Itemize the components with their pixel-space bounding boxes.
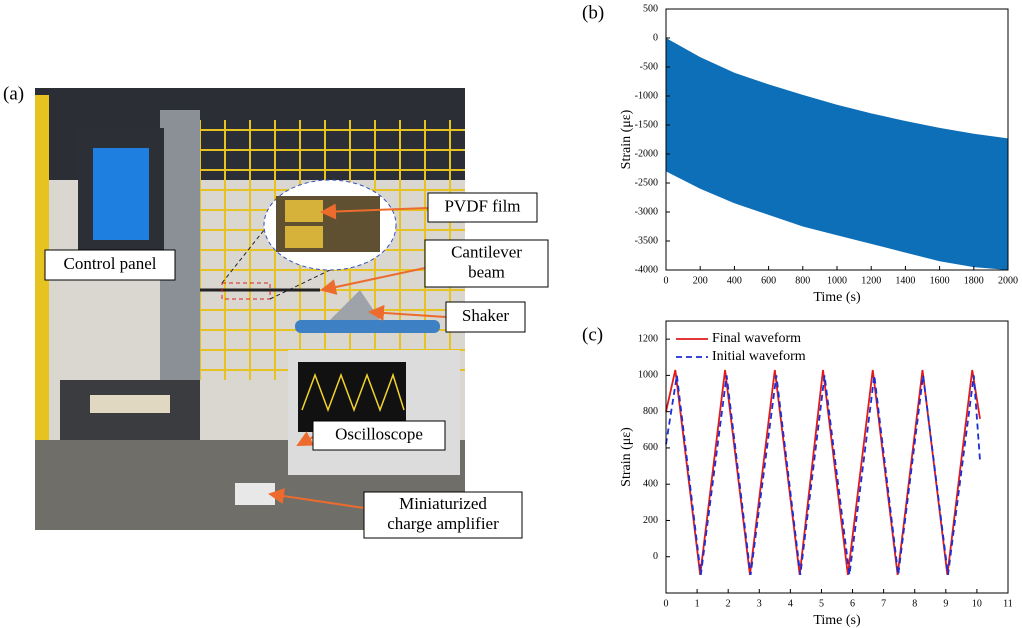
x-tick-label: 1 (695, 598, 700, 609)
callout-label: charge amplifier (387, 514, 499, 533)
callout-label: Miniaturized (399, 494, 487, 513)
callout-label: beam (468, 262, 505, 281)
callout-box (312, 420, 446, 451)
y-tick-label: 1000 (638, 370, 658, 381)
x-tick-label: 0 (664, 598, 669, 609)
y-tick-label: -1500 (635, 119, 658, 130)
x-tick-label: 1400 (895, 275, 915, 286)
y-tick-label: 1200 (638, 333, 658, 344)
y-tick-label: -2500 (635, 177, 658, 188)
y-tick-label: 600 (643, 442, 658, 453)
y-tick-label: -500 (640, 61, 658, 72)
x-axis-label: Time (s) (813, 613, 861, 628)
strain-band (666, 38, 1008, 270)
x-tick-label: 3 (757, 598, 762, 609)
y-tick-label: 0 (653, 551, 658, 562)
callout-label: Shaker (462, 306, 510, 325)
x-tick-label: 5 (819, 598, 824, 609)
x-tick-label: 200 (693, 275, 708, 286)
x-tick-label: 10 (972, 598, 982, 609)
callout-box (44, 249, 176, 281)
waveform-line (665, 369, 981, 575)
x-tick-label: 600 (761, 275, 776, 286)
x-tick-label: 2 (726, 598, 731, 609)
callout-label: Cantilever (451, 242, 522, 261)
x-tick-label: 400 (727, 275, 742, 286)
y-tick-label: 0 (653, 32, 658, 43)
callout-label: Control panel (63, 254, 156, 273)
y-tick-label: -1000 (635, 90, 658, 101)
y-tick-label: 800 (643, 406, 658, 417)
panel-label: (b) (582, 2, 604, 23)
x-tick-label: 8 (912, 598, 917, 609)
x-tick-label: 1800 (964, 275, 984, 286)
callout-arrows (268, 203, 447, 509)
y-tick-label: 400 (643, 478, 658, 489)
x-tick-label: 0 (664, 275, 669, 286)
y-tick-label: -3500 (635, 235, 658, 246)
y-tick-label: -2000 (635, 148, 658, 159)
callout-box (427, 192, 538, 223)
x-tick-label: 1600 (930, 275, 950, 286)
plot-frame (665, 320, 1009, 594)
y-tick-label: 500 (643, 3, 658, 14)
panel-label: (a) (3, 83, 24, 104)
waveform-line (665, 375, 981, 575)
x-tick-label: 800 (795, 275, 810, 286)
y-tick-label: -3000 (635, 206, 658, 217)
x-tick-label: 11 (1003, 598, 1013, 609)
y-axis-label: Strain (με) (619, 109, 634, 169)
callout-label: Oscilloscope (335, 424, 423, 443)
x-tick-label: 1000 (827, 275, 847, 286)
x-tick-label: 4 (788, 598, 793, 609)
x-tick-label: 1200 (861, 275, 881, 286)
panel-label: (c) (582, 324, 603, 345)
y-tick-label: -4000 (635, 264, 658, 275)
x-tick-label: 9 (943, 598, 948, 609)
x-axis-label: Time (s) (813, 290, 861, 305)
legend-label: Final waveform (712, 331, 801, 346)
callout-box (363, 491, 523, 539)
x-tick-label: 2000 (998, 275, 1018, 286)
y-tick-label: 200 (643, 515, 658, 526)
x-tick-label: 6 (850, 598, 855, 609)
callout-box (445, 301, 526, 333)
y-axis-label: Strain (με) (619, 427, 634, 487)
callout-label: PVDF film (444, 196, 520, 215)
photo (35, 88, 465, 530)
legend-label: Initial waveform (712, 349, 806, 364)
x-tick-label: 7 (881, 598, 886, 609)
callout-box (424, 239, 549, 288)
